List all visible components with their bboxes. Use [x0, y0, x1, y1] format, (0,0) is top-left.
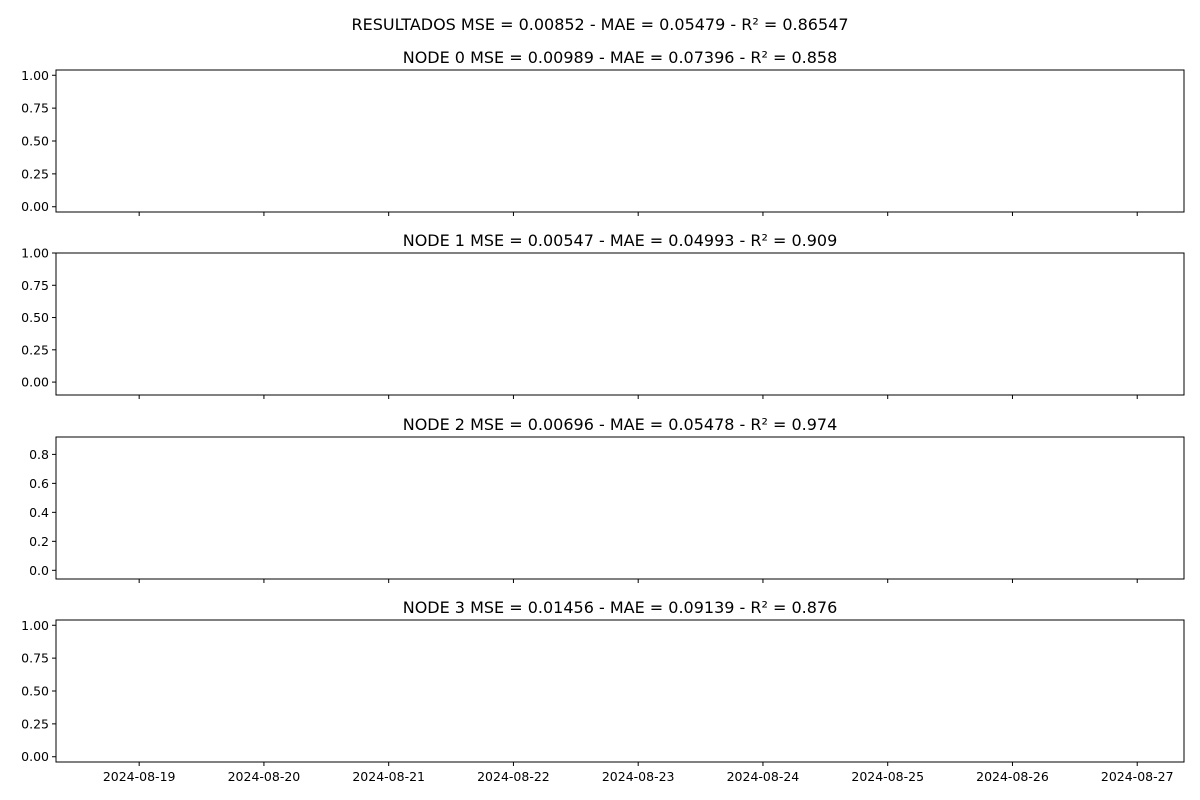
x-tick-label: 2024-08-27 — [1101, 769, 1174, 784]
x-tick-label: 2024-08-19 — [103, 769, 176, 784]
subplot-title: NODE 0 MSE = 0.00989 - MAE = 0.07396 - R… — [403, 48, 838, 67]
y-tick-label: 0.25 — [21, 342, 49, 357]
y-tick-label: 0.25 — [21, 716, 49, 731]
y-tick-label: 1.00 — [21, 618, 49, 633]
y-tick-label: 1.00 — [21, 68, 49, 83]
y-tick-label: 1.00 — [21, 246, 49, 261]
y-tick-label: 0.50 — [21, 310, 49, 325]
axes-frame — [55, 252, 1185, 396]
subplot-title: NODE 3 MSE = 0.01456 - MAE = 0.09139 - R… — [403, 598, 838, 617]
x-tick-label: 2024-08-26 — [976, 769, 1049, 784]
y-tick-label: 0.50 — [21, 134, 49, 149]
axes-frame — [55, 436, 1185, 580]
subplot-node-1: NODE 1 MSE = 0.00547 - MAE = 0.04993 - R… — [21, 231, 1185, 399]
subplot-node-2: NODE 2 MSE = 0.00696 - MAE = 0.05478 - R… — [29, 415, 1185, 583]
subplot-node-3: NODE 3 MSE = 0.01456 - MAE = 0.09139 - R… — [21, 598, 1185, 784]
subplot-title: NODE 1 MSE = 0.00547 - MAE = 0.04993 - R… — [403, 231, 838, 250]
x-tick-label: 2024-08-23 — [602, 769, 675, 784]
y-tick-label: 0.2 — [29, 534, 49, 549]
y-tick-label: 0.00 — [21, 199, 49, 214]
x-tick-label: 2024-08-20 — [228, 769, 301, 784]
x-tick-label: 2024-08-22 — [477, 769, 550, 784]
y-tick-label: 0.25 — [21, 166, 49, 181]
y-tick-label: 0.8 — [29, 447, 49, 462]
y-tick-label: 0.00 — [21, 375, 49, 390]
suptitle: RESULTADOS MSE = 0.00852 - MAE = 0.05479… — [351, 15, 848, 34]
y-tick-label: 0.6 — [29, 476, 49, 491]
subplot-node-0: NODE 0 MSE = 0.00989 - MAE = 0.07396 - R… — [21, 48, 1185, 216]
axes-frame — [55, 619, 1185, 763]
y-tick-label: 0.4 — [29, 505, 49, 520]
x-tick-label: 2024-08-25 — [851, 769, 924, 784]
x-tick-label: 2024-08-21 — [352, 769, 425, 784]
y-tick-label: 0.75 — [21, 101, 49, 116]
axes-frame — [55, 69, 1185, 213]
y-tick-label: 0.50 — [21, 684, 49, 699]
y-tick-label: 0.0 — [29, 563, 49, 578]
y-tick-label: 0.00 — [21, 749, 49, 764]
subplot-title: NODE 2 MSE = 0.00696 - MAE = 0.05478 - R… — [403, 415, 838, 434]
axes-group: NODE 0 MSE = 0.00989 - MAE = 0.07396 - R… — [21, 48, 1185, 784]
y-tick-label: 0.75 — [21, 278, 49, 293]
y-tick-label: 0.75 — [21, 651, 49, 666]
x-tick-label: 2024-08-24 — [727, 769, 800, 784]
